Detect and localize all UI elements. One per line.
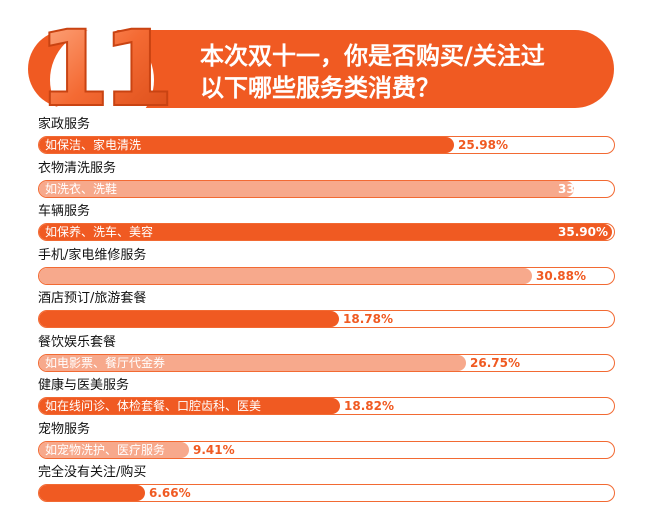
bar — [39, 267, 532, 284]
bar-sublabel: 如宠物洗护、医疗服务 — [45, 442, 166, 457]
value-label: 18.78% — [343, 312, 393, 326]
bar-row: 健康与医美服务如在线问诊、体检套餐、口腔齿科、医美 18.82% — [38, 378, 618, 422]
bar-track: 如保养、洗车、美容 35.90% — [38, 223, 615, 241]
bar-track: 18.78% — [38, 310, 615, 328]
value-label: 25.98% — [458, 138, 508, 152]
bar-row: 宠物服务如宠物洗护、医疗服务 9.41% — [38, 422, 618, 466]
bar — [39, 224, 612, 240]
bar-row: 酒店预订/旅游套餐 18.78% — [38, 291, 618, 335]
bar-sublabel: 如洗衣、洗鞋 — [45, 181, 118, 196]
bar-track: 30.88% — [38, 266, 615, 285]
bar-row: 家政服务如保洁、家电清洗 25.98% — [38, 117, 618, 161]
bar-row: 完全没有关注/购买 6.66% — [38, 465, 618, 509]
value-label: 35.90% — [558, 225, 608, 239]
bar — [39, 354, 466, 371]
value-label: 9.41% — [193, 442, 235, 457]
category-label: 健康与医美服务 — [38, 378, 130, 393]
bar-track: 如在线问诊、体检套餐、口腔齿科、医美 18.82% — [38, 397, 615, 415]
bar-row: 手机/家电维修服务 30.88% — [38, 248, 618, 292]
category-label: 衣物清洗服务 — [38, 160, 117, 176]
value-label: 26.75% — [470, 355, 520, 370]
bar — [39, 398, 340, 414]
value-label: 33.50% — [558, 181, 608, 196]
page-title: 本次双十一，你是否购买/关注过 以下哪些服务类消费？ — [200, 40, 620, 104]
category-label: 家政服务 — [38, 117, 91, 132]
badge-text: 11 — [38, 8, 168, 124]
bar-track: 6.66% — [38, 484, 615, 502]
bar — [39, 180, 574, 197]
category-label: 车辆服务 — [38, 204, 91, 219]
bar-sublabel: 如保养、洗车、美容 — [45, 225, 154, 239]
bar — [39, 441, 189, 458]
category-label: 餐饮娱乐套餐 — [38, 334, 117, 350]
bar — [39, 485, 145, 501]
bar-sublabel: 如在线问诊、体检套餐、口腔齿科、医美 — [45, 399, 262, 413]
value-label: 6.66% — [149, 486, 191, 500]
bar-track: 如电影票、餐厅代金券 26.75% — [38, 353, 615, 372]
bar-row: 衣物清洗服务如洗衣、洗鞋 33.50% — [38, 161, 618, 205]
category-label: 宠物服务 — [38, 421, 91, 437]
category-label: 完全没有关注/购买 — [38, 465, 147, 480]
bar-track: 如保洁、家电清洗 25.98% — [38, 136, 615, 154]
bar — [39, 311, 339, 327]
title-line-1: 本次双十一，你是否购买/关注过 — [200, 42, 545, 70]
bar — [39, 137, 454, 153]
bar-track: 如洗衣、洗鞋 33.50% — [38, 179, 615, 198]
bar-sublabel: 如保洁、家电清洗 — [45, 138, 142, 152]
category-label: 酒店预订/旅游套餐 — [38, 291, 147, 306]
value-label: 30.88% — [536, 268, 586, 283]
category-label: 手机/家电维修服务 — [38, 247, 147, 263]
bar-sublabel: 如电影票、餐厅代金券 — [45, 355, 166, 370]
title-line-2: 以下哪些服务类消费？ — [200, 74, 440, 102]
bar-row: 车辆服务如保养、洗车、美容 35.90% — [38, 204, 618, 248]
eleven-badge-icon: 11 — [37, 7, 175, 124]
bar-row: 餐饮娱乐套餐如电影票、餐厅代金券 26.75% — [38, 335, 618, 379]
bar-track: 如宠物洗护、医疗服务 9.41% — [38, 440, 615, 459]
value-label: 18.82% — [344, 399, 394, 413]
